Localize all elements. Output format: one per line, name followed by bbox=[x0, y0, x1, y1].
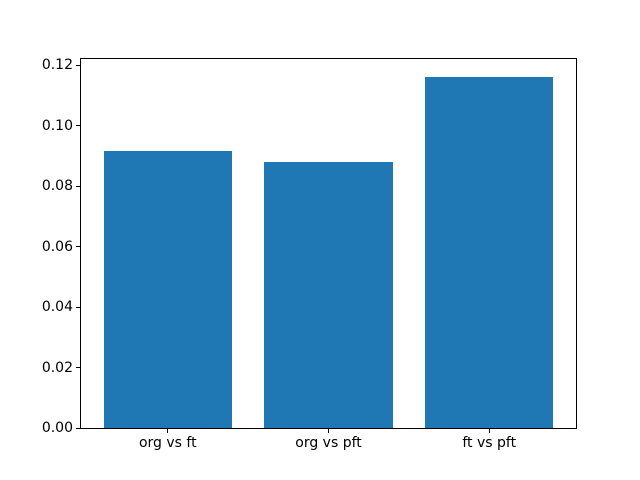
y-tick-mark bbox=[76, 125, 80, 127]
x-tick-mark bbox=[488, 429, 490, 433]
bar bbox=[424, 76, 554, 428]
y-tick-mark bbox=[76, 185, 80, 187]
y-tick-mark bbox=[76, 306, 80, 308]
y-tick-label: 0.12 bbox=[41, 57, 73, 74]
y-tick-label: 0.00 bbox=[41, 420, 73, 436]
y-tick-mark bbox=[76, 246, 80, 248]
bar bbox=[103, 151, 233, 428]
bar bbox=[264, 162, 393, 428]
x-tick-mark bbox=[167, 429, 169, 433]
x-tick-label: org vs pft bbox=[295, 435, 362, 451]
y-tick-mark bbox=[76, 367, 80, 368]
y-tick-mark bbox=[76, 427, 80, 429]
y-tick-mark bbox=[76, 64, 80, 66]
y-tick-label: 0.08 bbox=[41, 178, 73, 195]
y-tick-label: 0.02 bbox=[41, 359, 73, 376]
x-tick-label: org vs ft bbox=[138, 435, 197, 451]
plot-area: 0.00 0.02 0.04 0.06 0.08 0.10 0.12 org vs ft org… bbox=[42, 58, 577, 450]
x-tick-mark bbox=[328, 429, 329, 433]
y-tick-label: 0.10 bbox=[41, 117, 73, 134]
y-tick-label: 0.06 bbox=[41, 238, 73, 255]
y-tick-label: 0.04 bbox=[41, 299, 73, 316]
x-tick-label: ft vs pft bbox=[462, 435, 517, 451]
